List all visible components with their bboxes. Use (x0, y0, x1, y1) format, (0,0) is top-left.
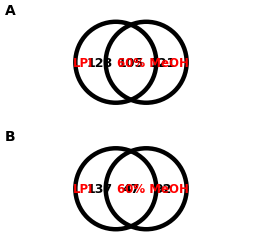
Text: 137: 137 (86, 182, 112, 196)
Text: 47: 47 (122, 182, 140, 196)
Text: LPI: LPI (73, 56, 93, 70)
Text: A: A (5, 4, 16, 18)
Text: B: B (5, 130, 16, 144)
Text: 60% MeOH: 60% MeOH (117, 56, 189, 70)
Text: LPI: LPI (73, 182, 93, 196)
Text: 121: 121 (150, 56, 176, 70)
Text: 92: 92 (154, 182, 171, 196)
Text: 105: 105 (118, 56, 144, 70)
Text: 128: 128 (86, 56, 112, 70)
Text: 60% MeOH: 60% MeOH (117, 182, 189, 196)
